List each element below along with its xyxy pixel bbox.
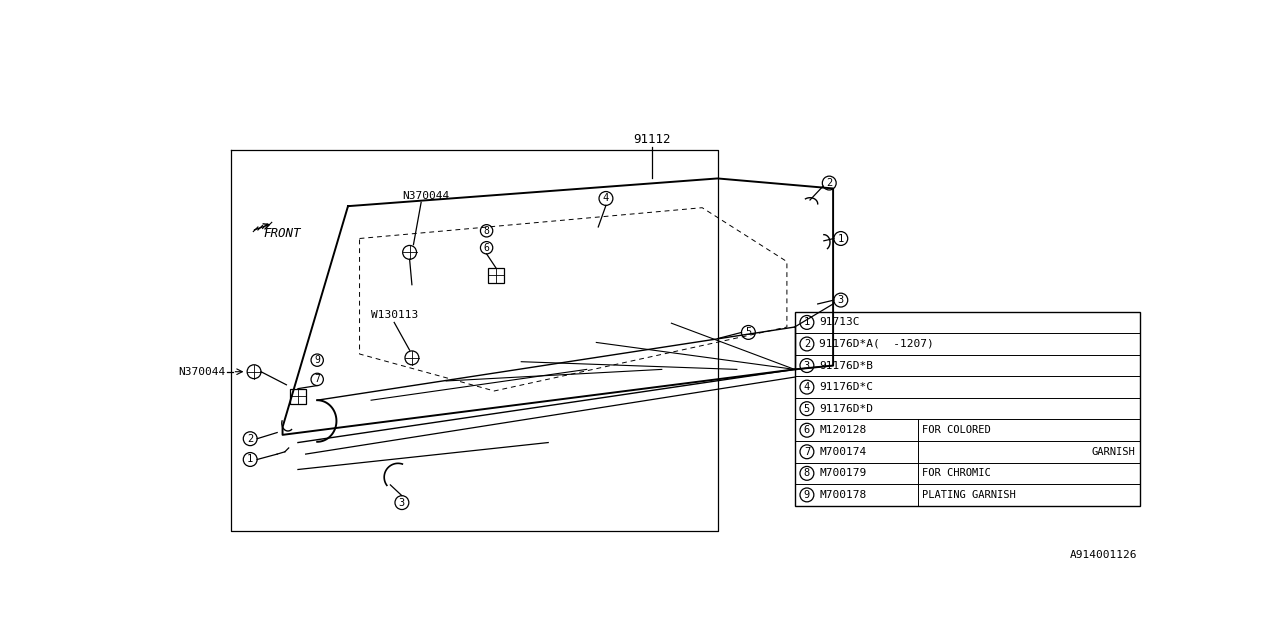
Bar [795, 312, 1139, 506]
Text: FOR COLORED: FOR COLORED [922, 425, 991, 435]
Text: 5: 5 [804, 404, 810, 413]
Text: 4: 4 [804, 382, 810, 392]
Text: 91176D*D: 91176D*D [819, 404, 873, 413]
Text: 3: 3 [804, 360, 810, 371]
Text: 2: 2 [247, 434, 253, 444]
FancyBboxPatch shape [488, 268, 503, 283]
FancyBboxPatch shape [291, 388, 306, 404]
Text: 7: 7 [315, 374, 320, 385]
Text: 5: 5 [745, 328, 751, 337]
Text: 3: 3 [399, 498, 404, 508]
Text: N370044: N370044 [179, 367, 225, 377]
Text: FOR CHROMIC: FOR CHROMIC [922, 468, 991, 478]
Text: M700174: M700174 [819, 447, 867, 457]
Text: PLATING GARNISH: PLATING GARNISH [922, 490, 1015, 500]
Text: 1: 1 [804, 317, 810, 328]
Text: 7: 7 [804, 447, 810, 457]
Text: GARNISH: GARNISH [1092, 447, 1135, 457]
Text: M700178: M700178 [819, 490, 867, 500]
Text: 1: 1 [247, 454, 253, 465]
Text: 91176D*A(  -1207): 91176D*A( -1207) [819, 339, 934, 349]
Text: A914001126: A914001126 [1070, 550, 1137, 561]
Text: FRONT: FRONT [264, 227, 301, 239]
Text: 91112: 91112 [634, 133, 671, 147]
Text: M120128: M120128 [819, 425, 867, 435]
Text: 8: 8 [804, 468, 810, 478]
Text: W130113: W130113 [371, 310, 419, 321]
Text: 6: 6 [804, 425, 810, 435]
Text: 9: 9 [804, 490, 810, 500]
Text: 2: 2 [804, 339, 810, 349]
Text: 91176D*B: 91176D*B [819, 360, 873, 371]
Text: M700179: M700179 [819, 468, 867, 478]
Text: 8: 8 [484, 226, 489, 236]
Text: 1: 1 [837, 234, 844, 243]
Text: 3: 3 [837, 295, 844, 305]
Text: 9: 9 [315, 355, 320, 365]
Text: 2: 2 [826, 178, 832, 188]
Text: 6: 6 [484, 243, 489, 253]
Text: 4: 4 [603, 193, 609, 204]
Text: 91713C: 91713C [819, 317, 860, 328]
Text: N370044: N370044 [402, 191, 449, 201]
Text: 91176D*C: 91176D*C [819, 382, 873, 392]
